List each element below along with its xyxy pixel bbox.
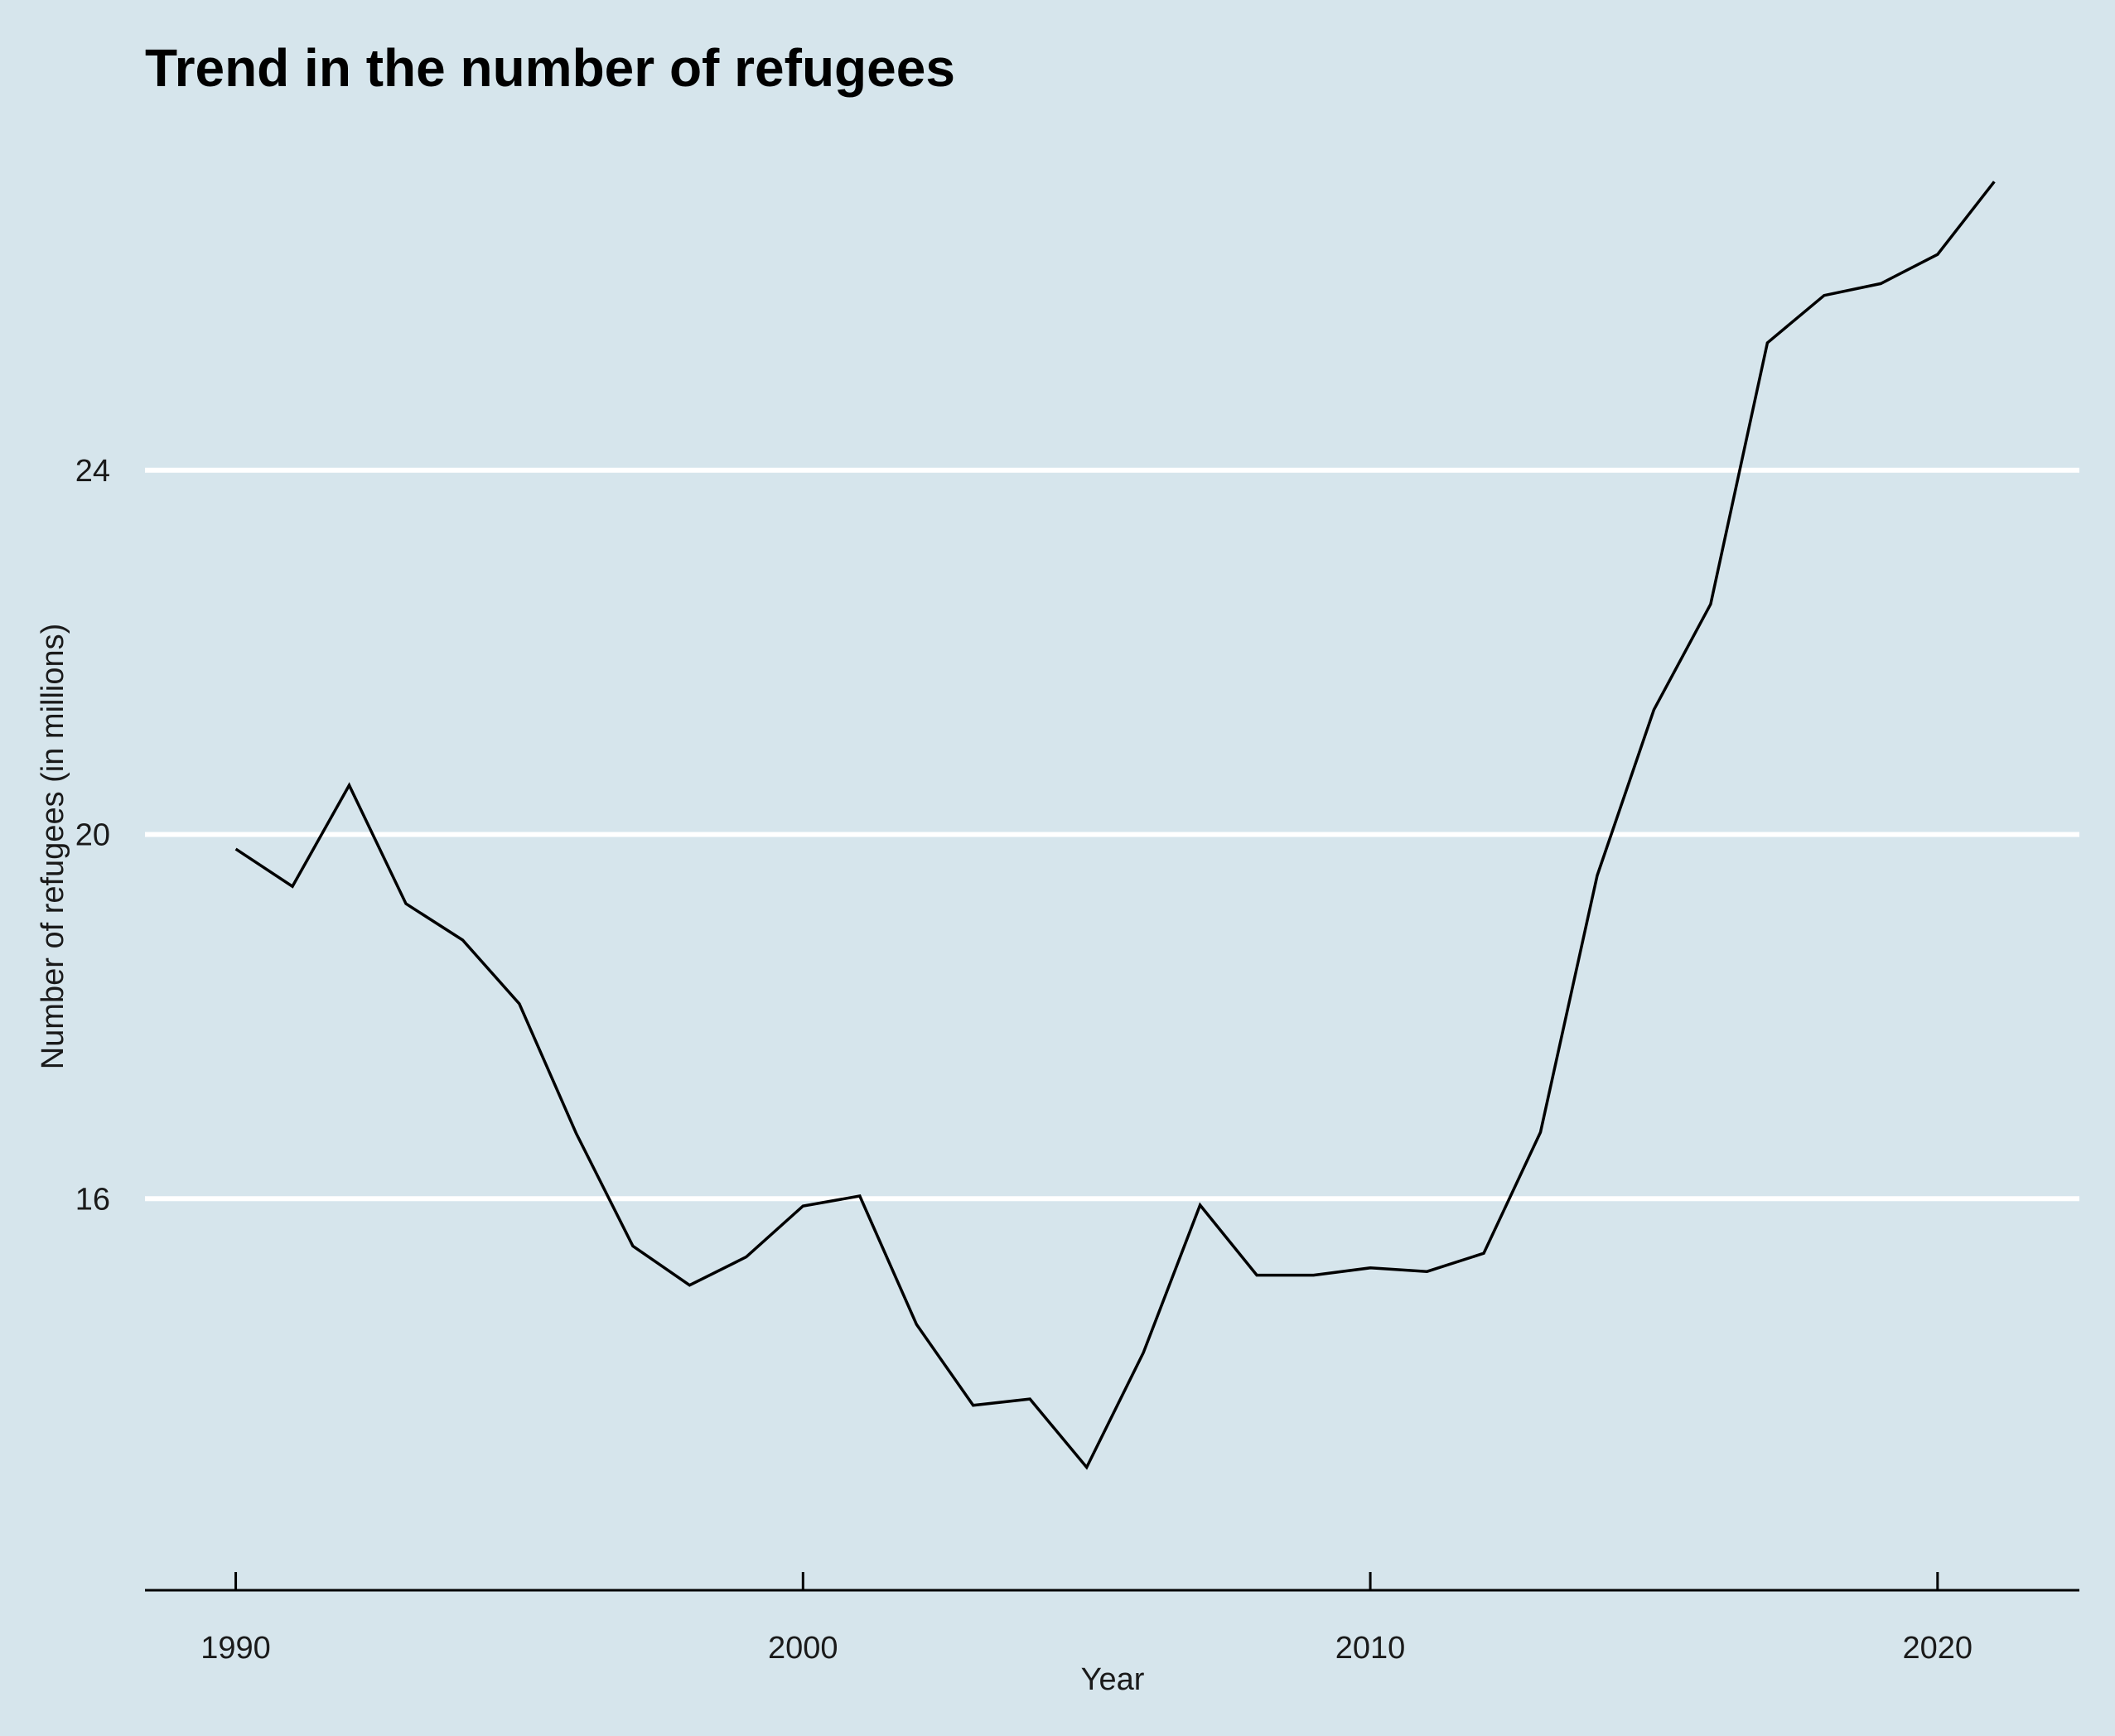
y-tick-label-20: 20 — [75, 818, 110, 853]
chart-title: Trend in the number of refugees — [145, 38, 955, 98]
x-tick-labels: 1990 2000 2010 2020 — [200, 1631, 1973, 1666]
x-ticks — [234, 1572, 1939, 1590]
x-tick-label-2020: 2020 — [1903, 1631, 1973, 1666]
y-axis-title: Number of refugees (in millions) — [36, 624, 70, 1070]
y-tick-labels: 16 20 24 — [75, 454, 110, 1218]
grid-lines — [145, 467, 2079, 1202]
x-tick-label-2000: 2000 — [768, 1631, 838, 1666]
y-tick-label-16: 16 — [75, 1182, 110, 1217]
y-tick-label-24: 24 — [75, 454, 110, 489]
x-tick-label-1990: 1990 — [200, 1631, 271, 1666]
x-tick-label-2010: 2010 — [1335, 1631, 1406, 1666]
series-line — [234, 181, 1996, 1470]
x-axis-title: Year — [1081, 1662, 1145, 1697]
